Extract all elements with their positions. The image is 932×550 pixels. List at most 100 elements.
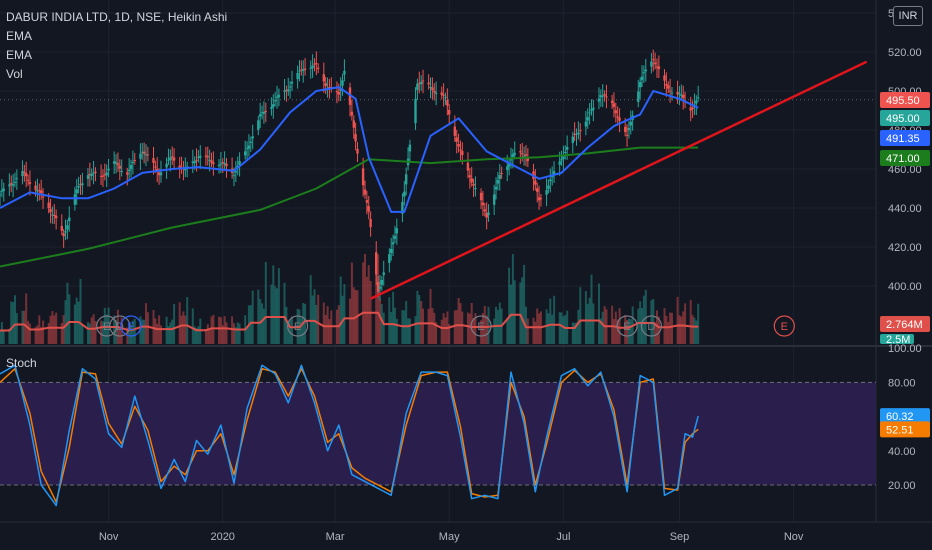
- candle-body: [537, 197, 541, 201]
- volume-bar: [64, 300, 67, 344]
- volume-bar: [433, 312, 436, 344]
- volume-bar: [62, 315, 65, 344]
- volume-bars: [0, 254, 700, 344]
- volume-bar: [498, 302, 501, 344]
- candle-body: [682, 94, 685, 98]
- candle-body: [468, 175, 471, 178]
- volume-bar: [532, 317, 535, 344]
- volume-bar: [599, 318, 602, 344]
- volume-bar: [444, 317, 447, 344]
- volume-bar: [598, 283, 600, 344]
- candle-body: [575, 133, 578, 135]
- ema-slow-line: [0, 146, 699, 268]
- candle-body: [414, 98, 417, 124]
- candle-body: [270, 107, 273, 109]
- volume-bar: [416, 290, 419, 344]
- price-tag-bg: [880, 130, 930, 146]
- candle-body: [66, 225, 69, 230]
- volume-tag-label: 2.5M: [886, 334, 910, 346]
- time-tick-label: Nov: [784, 531, 804, 543]
- candle-body: [322, 74, 325, 82]
- volume-bar: [429, 288, 432, 344]
- volume-bar: [90, 317, 93, 344]
- volume-bar: [513, 280, 516, 344]
- stoch-tag-bg: [880, 421, 930, 438]
- ema-fast-legend[interactable]: EMA: [6, 29, 33, 43]
- volume-bar: [519, 282, 522, 344]
- candle-body: [603, 94, 606, 96]
- volume-bar: [652, 299, 655, 344]
- candle-body: [21, 171, 24, 176]
- candle-body: [610, 100, 614, 103]
- stoch-legend[interactable]: Stoch: [6, 356, 37, 370]
- candle-body: [171, 156, 174, 158]
- volume-bar: [169, 322, 172, 344]
- volume-bar: [612, 318, 615, 344]
- candle-body: [73, 194, 77, 205]
- volume-bar: [468, 313, 471, 344]
- candle-body: [154, 166, 157, 168]
- time-axis[interactable]: Nov 2020 Mar May Jul Sep Nov: [99, 531, 804, 543]
- volume-bar: [257, 289, 260, 344]
- volume-bar: [231, 316, 234, 344]
- volume-bar: [193, 326, 196, 344]
- volume-bar: [629, 319, 632, 344]
- volume-bar: [523, 264, 526, 344]
- candle-body: [195, 159, 198, 161]
- candle-body: [159, 172, 163, 176]
- price-tick-label: 460.00: [888, 164, 922, 176]
- candle-body: [139, 153, 142, 159]
- volume-bar: [186, 297, 189, 344]
- candle-body: [68, 217, 71, 222]
- volume-bar: [27, 320, 30, 344]
- volume-bar: [408, 318, 411, 344]
- candle-body: [184, 168, 187, 171]
- event-marker-circle: [287, 315, 309, 337]
- volume-bar: [197, 326, 200, 344]
- volume-bar: [654, 322, 657, 344]
- volume-bar: [141, 319, 144, 344]
- candle-body: [369, 219, 372, 228]
- volume-bar: [624, 315, 627, 344]
- volume-bar: [304, 303, 307, 344]
- volume-bar: [315, 304, 318, 344]
- volume-bar: [571, 322, 574, 344]
- symbol-title[interactable]: DABUR INDIA LTD, 1D, NSE, Heikin Ashi: [6, 10, 228, 24]
- volume-bar: [219, 317, 222, 344]
- volume-legend[interactable]: Vol: [6, 67, 23, 81]
- candle-body: [498, 175, 501, 179]
- volume-bar: [118, 326, 121, 344]
- candle-body: [225, 163, 228, 167]
- ema-slow-legend[interactable]: EMA: [6, 48, 33, 62]
- candle-body: [348, 87, 352, 105]
- candle-body: [418, 83, 421, 85]
- candle-body: [8, 184, 11, 187]
- candle-body: [534, 180, 537, 185]
- event-marker-circle: [109, 315, 131, 337]
- candle-body: [221, 162, 224, 164]
- volume-bar: [238, 323, 241, 344]
- candle-body: [391, 242, 395, 245]
- heikin-ashi-candles[interactable]: [0, 49, 700, 301]
- currency-button[interactable]: INR: [893, 6, 923, 26]
- volume-bar: [693, 317, 696, 344]
- volume-bar: [697, 303, 700, 344]
- candle-body: [193, 161, 196, 163]
- candle-body: [169, 157, 172, 161]
- candle-body: [337, 92, 340, 95]
- volume-bar: [689, 300, 692, 344]
- candle-body: [47, 202, 50, 209]
- event-marker-circle: [96, 315, 118, 337]
- price-axis[interactable]: 400.00420.00440.00460.00480.00500.00520.…: [880, 8, 930, 492]
- candle-body: [597, 98, 601, 102]
- volume-bar: [466, 312, 469, 344]
- price-tick-label: 420.00: [888, 242, 922, 254]
- candle-body: [285, 89, 288, 91]
- candle-body: [38, 190, 41, 192]
- volume-bar: [549, 298, 552, 344]
- candle-body: [665, 84, 668, 86]
- volume-bar: [405, 301, 408, 344]
- candle-body: [558, 161, 561, 165]
